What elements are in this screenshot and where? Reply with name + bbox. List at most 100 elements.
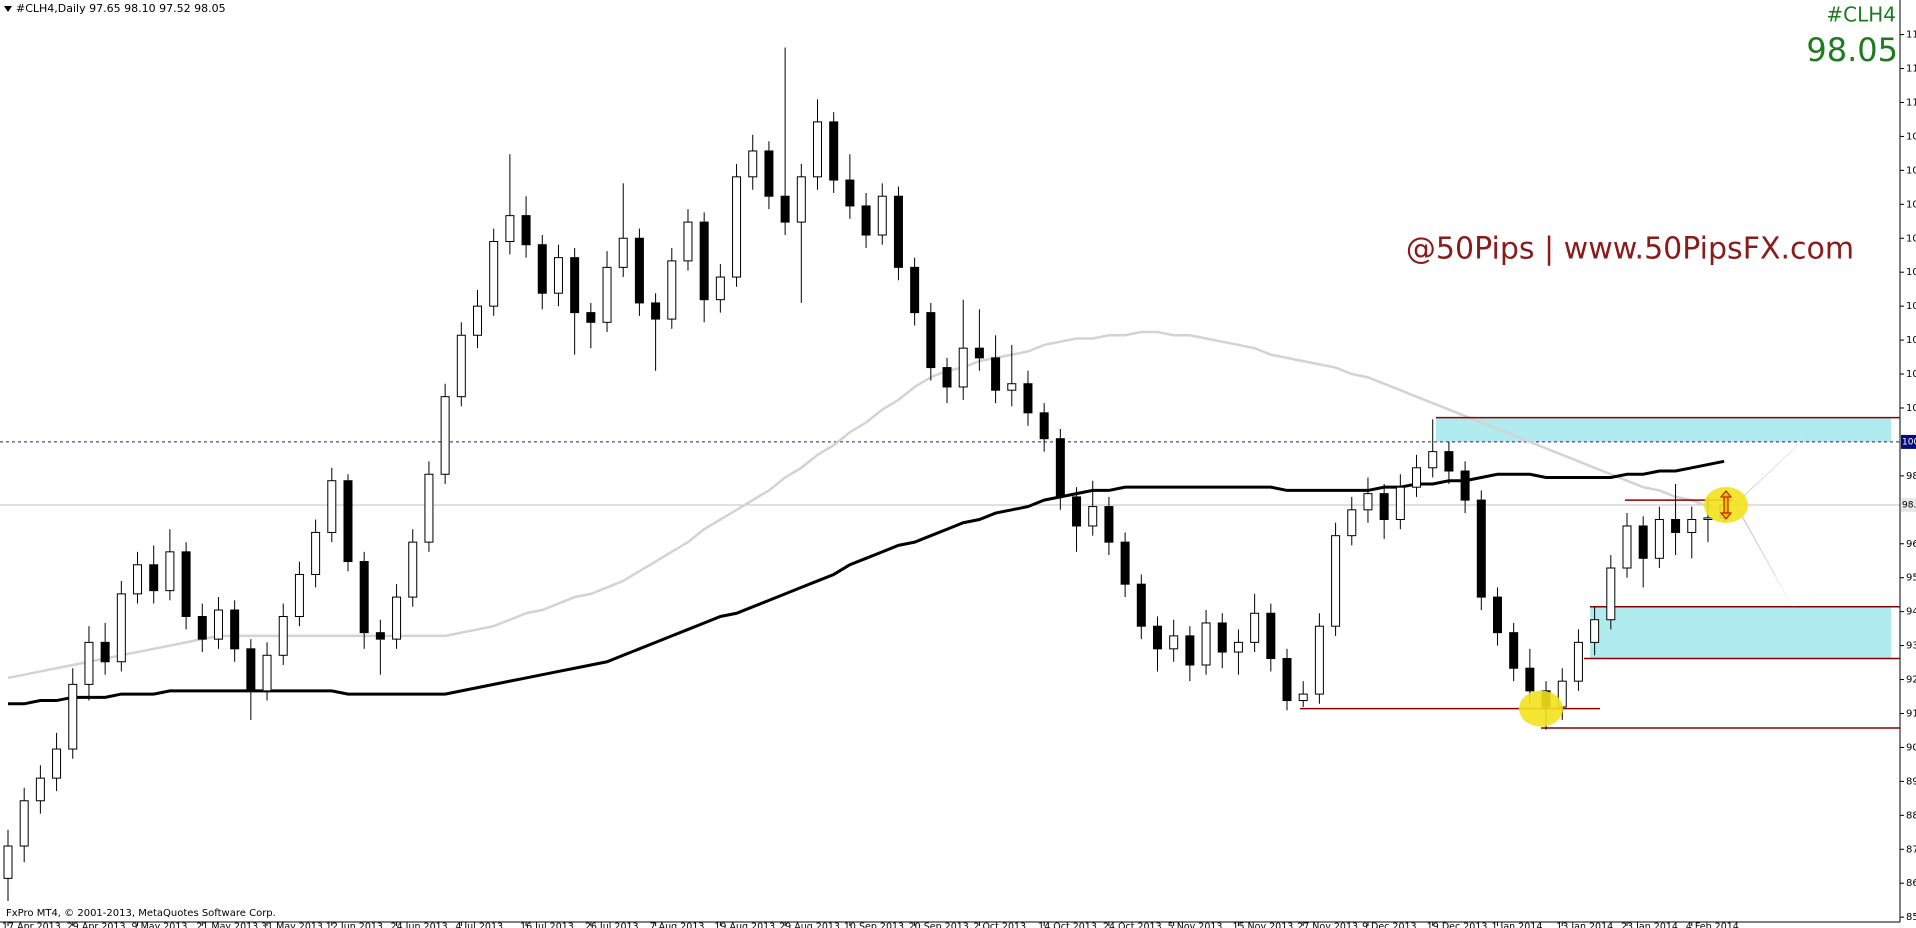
candle-body: [1379, 493, 1389, 521]
x-tick-label: 23 Jan 2014: [1621, 921, 1678, 928]
candle-body: [19, 800, 29, 847]
moving-average: [7, 330, 1725, 680]
last-price: 98.05: [1806, 31, 1898, 69]
y-tick-label: 107.35: [1906, 199, 1916, 210]
x-tick-label: 29 Apr 2013: [67, 921, 126, 928]
candle-body: [213, 609, 223, 640]
y-tick-label: 105.25: [1906, 267, 1916, 278]
candle-body: [1590, 619, 1600, 643]
x-tick-label: 21 May 2013: [196, 921, 258, 928]
candle-body: [813, 121, 822, 178]
candle-body: [683, 221, 693, 262]
candle-body: [68, 683, 78, 750]
candle-body: [1055, 438, 1065, 498]
candle-body: [311, 531, 321, 575]
candle-body: [52, 748, 62, 779]
candle-body: [618, 237, 628, 268]
candle-body: [1444, 451, 1454, 472]
y-tick-label: 96.85: [1906, 539, 1916, 550]
menu-arrow: [4, 6, 12, 12]
candle-body: [1671, 519, 1681, 533]
y-tick-label: 112.60: [1906, 30, 1916, 41]
y-tick-label: 85.30: [1906, 912, 1916, 923]
candle-body: [1169, 635, 1179, 650]
candle-body: [440, 396, 450, 475]
candle-body: [133, 564, 143, 595]
candle-body: [1347, 509, 1357, 537]
candle-body: [1460, 470, 1470, 501]
candle-body: [845, 179, 855, 207]
price-box-label: 100.00: [1902, 437, 1916, 447]
candle-body: [1104, 506, 1114, 543]
candle-body: [1573, 641, 1583, 682]
candle-body: [829, 121, 839, 181]
candle-body: [1023, 383, 1033, 414]
x-tick-label: 10 Sep 2013: [844, 921, 904, 928]
candle-body: [877, 195, 887, 236]
candle-body: [100, 641, 110, 663]
up-down-arrow: [1719, 490, 1733, 520]
x-tick-label: 7 Aug 2013: [650, 921, 705, 928]
x-tick-label: 4 Feb 2014: [1686, 921, 1739, 928]
candle-body: [910, 266, 920, 314]
candle-body: [942, 367, 952, 388]
candle-body: [667, 260, 677, 320]
candle-body: [343, 480, 353, 563]
candle-body: [1606, 567, 1616, 621]
x-tick-label: 15 Nov 2013: [1232, 921, 1293, 928]
y-tick-label: 90.55: [1906, 742, 1916, 753]
y-tick-label: 110.50: [1906, 97, 1916, 108]
candle-body: [521, 215, 531, 246]
candle-body: [1039, 412, 1049, 440]
highlight-circle: [1519, 690, 1563, 727]
candle-body: [327, 480, 337, 533]
y-tick-label: 111.55: [1906, 64, 1916, 75]
x-tick-label: 17 Apr 2013: [2, 921, 61, 928]
x-tick-label: 27 Nov 2013: [1297, 921, 1358, 928]
candle-body: [1331, 535, 1341, 627]
y-tick-label: 88.45: [1906, 810, 1916, 821]
x-tick-label: 9 Dec 2013: [1362, 921, 1417, 928]
candle-body: [1298, 693, 1308, 702]
candle-body: [230, 609, 240, 650]
candle-body: [893, 195, 903, 268]
candle-body: [715, 276, 725, 301]
x-tick-label: 24 Jun 2013: [391, 921, 448, 928]
candle-body: [1282, 658, 1292, 702]
candle-body: [732, 176, 742, 278]
candle-body: [1428, 451, 1438, 469]
x-tick-label: 2 Oct 2013: [973, 921, 1026, 928]
y-tick-label: 101.05: [1906, 403, 1916, 414]
candle-body: [165, 551, 175, 592]
arrow-shape: [1735, 419, 1825, 505]
candle-body: [634, 237, 644, 304]
candle-body: [1250, 612, 1260, 643]
candle-body: [1412, 467, 1422, 488]
price-box-label: 98.05: [1902, 500, 1916, 510]
candle-body: [262, 654, 272, 692]
x-tick-label: 13 Jan 2014: [1556, 921, 1613, 928]
zone: [1436, 417, 1891, 442]
y-tick-label: 92.65: [1906, 675, 1916, 686]
candle-body: [456, 334, 466, 398]
candle-body: [1007, 383, 1017, 391]
candle-body: [1152, 625, 1162, 650]
candle-body: [116, 593, 126, 663]
price-box: [1901, 434, 1916, 449]
y-tick-label: 103.15: [1906, 335, 1916, 346]
candle-body: [764, 150, 774, 197]
price-box: [1901, 497, 1916, 512]
candle-body: [424, 473, 434, 543]
candle-body: [246, 648, 256, 692]
candle-body: [1266, 612, 1276, 660]
symbol: #CLH4: [1826, 3, 1896, 27]
candle-body: [1120, 541, 1130, 585]
y-tick-label: 104.20: [1906, 301, 1916, 312]
candle-body: [1622, 525, 1632, 569]
x-tick-label: 12 Jun 2013: [326, 921, 383, 928]
candle-body: [1476, 499, 1486, 598]
x-tick-label: 29 Aug 2013: [779, 921, 840, 928]
x-tick-label: 4 Jul 2013: [455, 921, 503, 928]
candle-body: [748, 150, 758, 178]
